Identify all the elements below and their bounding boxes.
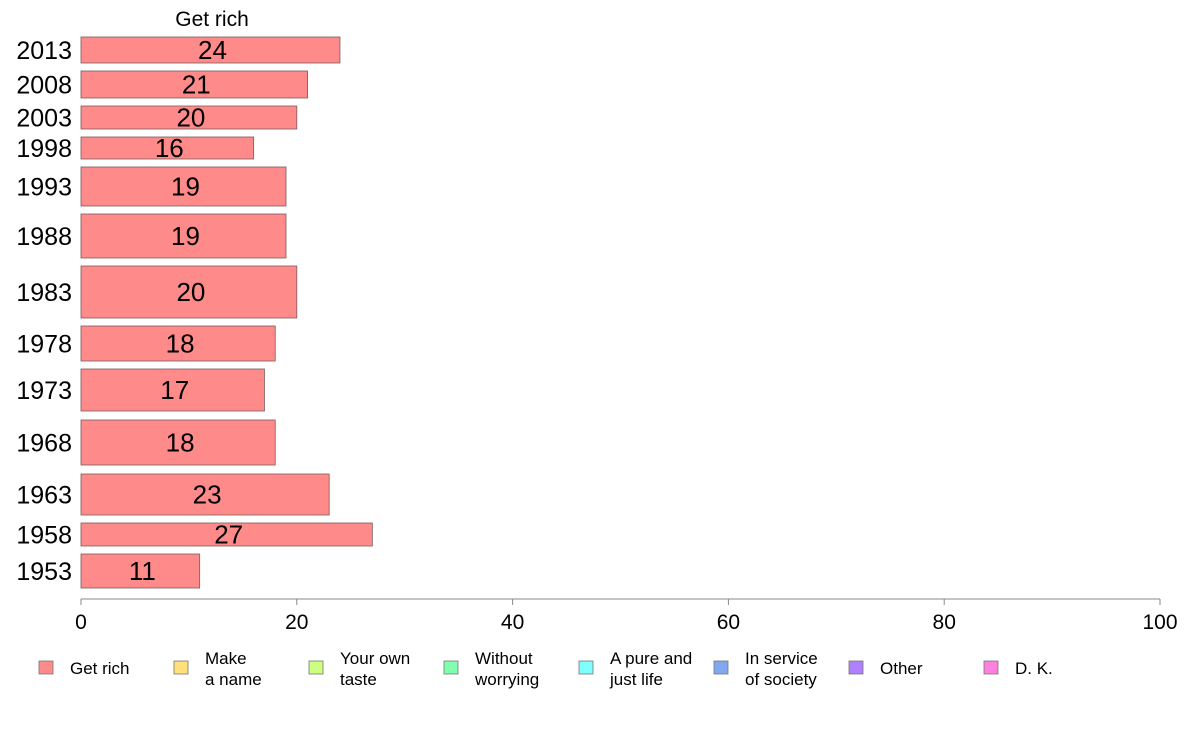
x-tick-label: 40	[501, 611, 524, 634]
legend-swatch	[38, 660, 54, 675]
category-label: 1968	[16, 430, 72, 458]
bar	[80, 166, 287, 207]
bar-value-label: 16	[155, 133, 184, 163]
bar	[80, 36, 341, 64]
category-label: 1953	[16, 558, 72, 586]
legend-label: Without worrying	[474, 649, 539, 689]
legend-label: In service of society	[745, 649, 818, 689]
bar	[80, 553, 201, 589]
bar-value-label: 17	[160, 375, 189, 405]
bar-value-label: 18	[166, 329, 195, 359]
bar-value-label: 24	[198, 35, 227, 65]
x-tick-label: 20	[285, 611, 308, 634]
bar-value-label: 21	[182, 70, 211, 100]
bar	[80, 265, 298, 319]
bar-value-label: 27	[214, 520, 243, 550]
bar-value-label: 11	[129, 556, 156, 586]
category-label: 1993	[16, 174, 72, 202]
legend-label: Get rich	[70, 659, 130, 678]
bar	[80, 213, 287, 259]
bar-value-label: 18	[166, 428, 195, 458]
bar	[80, 325, 276, 362]
category-label: 1983	[16, 279, 72, 307]
legend: Get rich Make a name Your own taste Without wo…	[38, 649, 1053, 689]
bar-value-label: 19	[171, 172, 200, 202]
category-label: 2013	[16, 37, 72, 65]
x-tick-label: 0	[75, 611, 87, 634]
bar	[80, 70, 308, 99]
bar	[80, 522, 373, 547]
x-tick-label: 80	[933, 611, 956, 634]
bar	[80, 105, 298, 130]
legend-label: Other	[880, 659, 923, 678]
category-label: 2003	[16, 105, 72, 133]
legend-swatch	[713, 660, 729, 675]
legend-swatch	[173, 660, 189, 675]
category-label: 1973	[16, 377, 72, 405]
legend-label: Your own taste	[340, 649, 410, 689]
category-label: 1958	[16, 522, 72, 550]
bars-layer: 24 2013 21 2008 20 2003 16 1998 19 1993 19 1988 20 19…	[16, 35, 373, 589]
category-label: 2008	[16, 72, 72, 100]
legend-swatch	[578, 660, 594, 675]
chart-title: Get rich	[175, 8, 249, 31]
category-label: 1988	[16, 223, 72, 251]
bar-value-label: 23	[193, 480, 222, 510]
bar	[80, 419, 276, 466]
legend-swatch	[848, 660, 864, 675]
legend-label: D. K.	[1015, 659, 1053, 678]
legend-label: Make a name	[205, 649, 262, 689]
category-label: 1963	[16, 482, 72, 510]
category-label: 1998	[16, 135, 72, 163]
bar-value-label: 19	[171, 221, 200, 251]
legend-swatch	[443, 660, 459, 675]
bar	[80, 473, 330, 516]
bar-value-label: 20	[176, 103, 205, 133]
bar	[80, 136, 255, 160]
legend-swatch	[308, 660, 324, 675]
bar-value-label: 20	[176, 277, 205, 307]
x-tick-label: 60	[717, 611, 740, 634]
x-axis: 0 20 40 60 80 100	[75, 598, 1178, 634]
bar	[80, 368, 265, 412]
legend-swatch	[983, 660, 999, 675]
x-tick-label: 100	[1142, 611, 1177, 634]
category-label: 1978	[16, 331, 72, 359]
legend-label: A pure and just life	[609, 649, 692, 689]
